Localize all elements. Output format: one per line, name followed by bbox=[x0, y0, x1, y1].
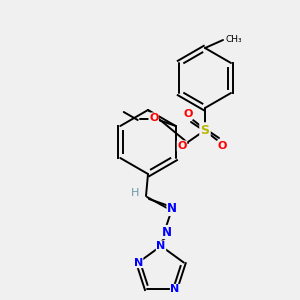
Text: N: N bbox=[167, 202, 177, 215]
Text: N: N bbox=[162, 226, 172, 238]
Text: N: N bbox=[134, 258, 143, 268]
Text: O: O bbox=[177, 141, 187, 151]
Text: S: S bbox=[200, 124, 209, 136]
Text: N: N bbox=[170, 284, 180, 294]
Text: O: O bbox=[149, 113, 158, 123]
Text: H: H bbox=[131, 188, 139, 198]
Text: CH₃: CH₃ bbox=[225, 34, 242, 43]
Text: O: O bbox=[183, 109, 193, 119]
Text: N: N bbox=[156, 241, 166, 251]
Text: O: O bbox=[217, 141, 227, 151]
